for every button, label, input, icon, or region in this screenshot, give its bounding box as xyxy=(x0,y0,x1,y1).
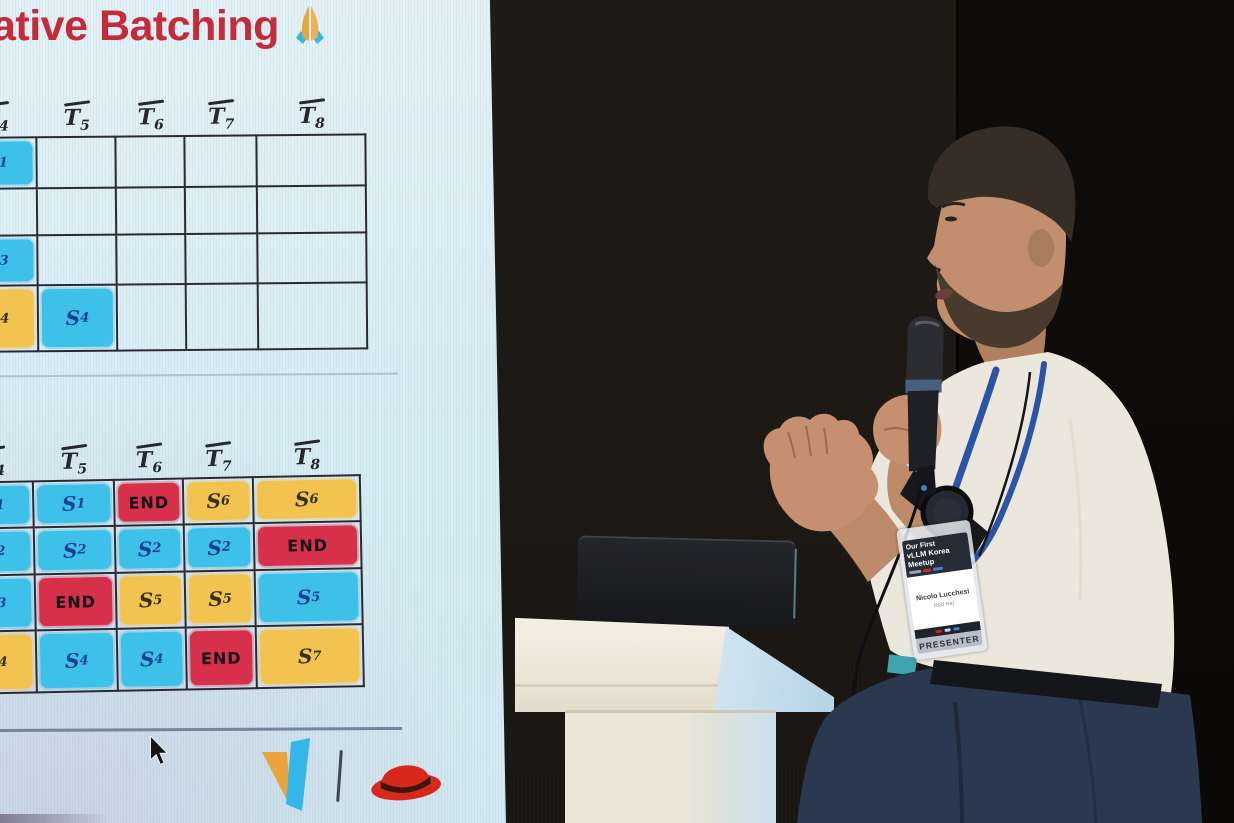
presenter-mouth xyxy=(935,288,953,300)
mouse-cursor xyxy=(150,736,169,766)
waist-accent xyxy=(887,654,917,676)
badge-body: Nicolo Lucchesi Red Hat xyxy=(907,569,980,630)
presenter-left-hand xyxy=(763,413,879,532)
belt xyxy=(930,660,1162,708)
headset-cable xyxy=(977,371,1032,557)
presenter-hair xyxy=(927,126,1076,242)
vllm-logo xyxy=(262,738,310,811)
presenter-pants xyxy=(797,666,1202,823)
microphone-head xyxy=(906,316,944,385)
presenter-beard xyxy=(935,264,1063,348)
presenter-eye xyxy=(945,216,957,222)
slide-title-text: ative Batching xyxy=(0,2,279,50)
slide-footer-logos xyxy=(260,738,443,813)
microphone-tip xyxy=(916,465,936,497)
badge-org: Red Hat xyxy=(933,600,955,609)
presenter-eyebrow xyxy=(941,201,966,209)
badge-name: Nicolo Lucchesi xyxy=(915,587,970,603)
microphone-ring xyxy=(905,379,942,393)
podium-top-front xyxy=(515,617,729,712)
folded-hands-emoji xyxy=(295,6,324,44)
slide-title: ative Batching xyxy=(0,2,331,51)
podium-top-lip xyxy=(515,684,729,687)
screen-bottom-edge xyxy=(0,814,110,823)
badge-card: Our First vLLM Korea Meetup Nicolo Lucch… xyxy=(901,531,984,655)
podium-pedestal xyxy=(565,710,776,823)
presenter-ear xyxy=(1028,229,1054,267)
redhat-logo xyxy=(371,764,441,800)
microphone-body xyxy=(907,390,939,472)
